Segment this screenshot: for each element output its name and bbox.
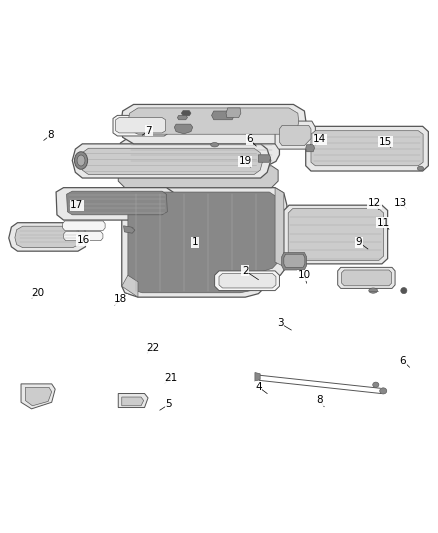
Polygon shape [128, 108, 299, 134]
Text: 1: 1 [191, 237, 198, 247]
Text: 13: 13 [394, 198, 407, 208]
Text: 18: 18 [114, 294, 127, 304]
Text: 14: 14 [313, 134, 326, 144]
Polygon shape [177, 115, 187, 120]
Polygon shape [72, 144, 271, 178]
Polygon shape [124, 226, 135, 233]
Ellipse shape [211, 142, 219, 147]
Text: 6: 6 [246, 134, 253, 144]
Polygon shape [311, 131, 423, 166]
Polygon shape [306, 126, 428, 171]
Ellipse shape [74, 152, 88, 169]
Text: 2: 2 [242, 266, 249, 276]
Text: 15: 15 [379, 136, 392, 147]
Text: 16: 16 [77, 235, 90, 245]
Text: 4: 4 [255, 382, 262, 392]
Text: 7: 7 [145, 126, 152, 136]
Ellipse shape [401, 287, 407, 294]
Polygon shape [215, 271, 279, 290]
Polygon shape [21, 384, 55, 409]
Text: 6: 6 [399, 356, 406, 366]
Ellipse shape [380, 388, 387, 394]
Text: 22: 22 [147, 343, 160, 352]
Polygon shape [282, 253, 307, 270]
Polygon shape [64, 231, 103, 241]
Polygon shape [80, 148, 263, 174]
Polygon shape [128, 192, 278, 293]
Polygon shape [56, 188, 174, 220]
Polygon shape [9, 223, 87, 251]
Polygon shape [67, 191, 167, 215]
Polygon shape [118, 166, 278, 188]
Polygon shape [338, 268, 395, 288]
Polygon shape [174, 124, 193, 134]
Polygon shape [122, 275, 138, 297]
Ellipse shape [417, 166, 424, 171]
Text: 17: 17 [70, 200, 83, 210]
Ellipse shape [369, 288, 378, 293]
Polygon shape [120, 104, 307, 144]
Polygon shape [113, 115, 169, 136]
Text: 20: 20 [32, 288, 45, 298]
Text: 19: 19 [239, 156, 252, 166]
Polygon shape [306, 145, 314, 152]
Polygon shape [342, 270, 392, 286]
Polygon shape [118, 393, 148, 408]
Polygon shape [219, 273, 276, 288]
Polygon shape [118, 139, 279, 166]
Text: 8: 8 [316, 395, 323, 405]
Polygon shape [122, 397, 144, 406]
Text: 11: 11 [377, 217, 390, 228]
Polygon shape [116, 118, 166, 133]
Polygon shape [275, 121, 315, 149]
Ellipse shape [77, 155, 85, 166]
Polygon shape [284, 254, 305, 268]
Text: 8: 8 [47, 130, 54, 140]
Text: 12: 12 [368, 198, 381, 208]
Text: 9: 9 [356, 237, 363, 247]
Polygon shape [275, 188, 284, 266]
Polygon shape [15, 226, 80, 248]
Polygon shape [284, 205, 388, 264]
Polygon shape [181, 110, 191, 116]
Polygon shape [63, 221, 105, 231]
Text: 3: 3 [277, 318, 284, 328]
Polygon shape [25, 387, 52, 406]
Polygon shape [226, 108, 241, 118]
Polygon shape [122, 188, 287, 297]
Polygon shape [279, 125, 311, 146]
Polygon shape [288, 209, 384, 260]
Polygon shape [258, 155, 271, 162]
Text: 10: 10 [298, 270, 311, 280]
Ellipse shape [373, 382, 379, 387]
Polygon shape [255, 373, 260, 381]
Text: 21: 21 [164, 373, 177, 383]
Text: 5: 5 [165, 399, 172, 409]
Polygon shape [212, 111, 234, 120]
